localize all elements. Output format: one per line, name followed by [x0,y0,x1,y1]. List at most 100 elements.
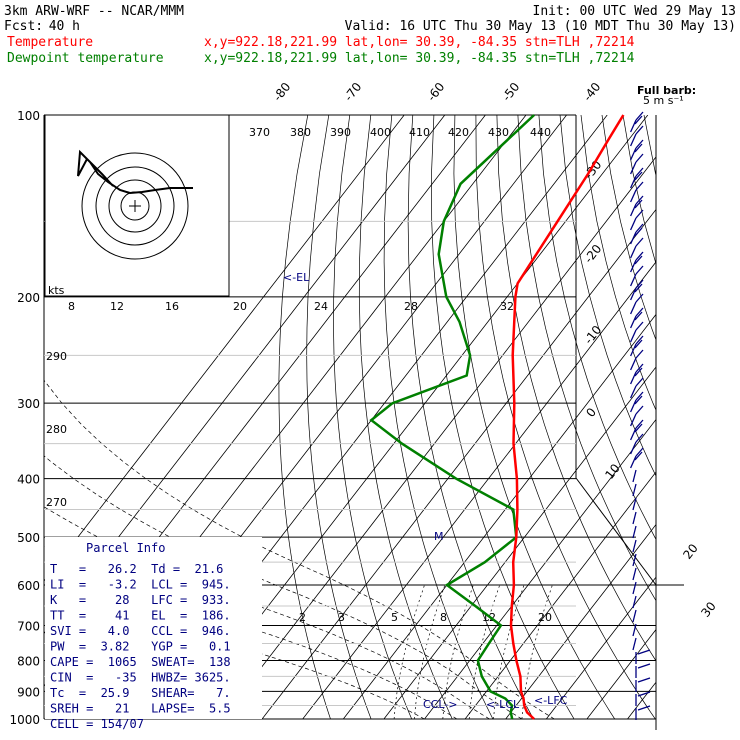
dry-adiabat [453,115,616,719]
dry-adiabat [538,115,656,541]
lcl-marker: <-LCL [486,698,520,711]
isotherm [423,418,656,719]
isotherm-label: -80 [270,80,293,104]
wind-barb-flag [635,195,644,205]
mixing-ratio-label: 8 [440,611,447,624]
dry-adiabat [496,115,656,662]
isotherm [545,576,656,719]
parcel-row: CELL = 154/07 [50,717,144,731]
wind-barb [630,217,637,231]
dry-adiabat [517,115,656,602]
isotherm-label: -50 [499,80,522,104]
parcel-row: CAPE = 1065 SWEAT= 138 [50,655,231,669]
wind-barb-flag [635,293,644,303]
isotherm [505,523,656,719]
theta-label: 410 [409,126,430,139]
wind-barb [630,273,637,287]
dry-adiabat [707,115,740,732]
theta-label: 430 [488,126,509,139]
wind-barb-flag [635,433,644,443]
wind-barb [630,231,637,245]
wind-barb-flag [635,223,644,233]
isotherm-label: -40 [580,80,603,104]
parcel-row: SREH = 21 LAPSE= 5.5 [50,702,231,716]
dry-adiabat [278,115,331,719]
barb-legend-1: Full barb: [637,84,696,97]
wind-barbs [630,111,651,720]
wind-barb-flag [635,321,644,331]
pressure-label-500: 500 [17,531,40,545]
hodograph-trace [77,149,193,195]
parcel-row: Tc = 25.9 SHEAR= 7. [50,686,231,700]
wind-barb-flag [637,705,651,711]
speed-label: 12 [110,300,124,313]
wind-barb [632,623,637,637]
model-title: 3km ARW-WRF -- NCAR/MMM [4,4,184,19]
isotherm [658,115,740,732]
wind-barb-flag [635,405,644,415]
isotherm [626,681,656,719]
dry-adiabat [306,115,372,719]
wind-barb-flag [637,663,651,669]
theta-e-label: 290 [46,350,67,363]
isotherm [261,208,656,719]
wind-barb [632,539,637,553]
dry-adiabat [686,115,740,732]
wind-barb-flag [634,255,643,265]
wind-barb-flag [635,153,644,163]
wind-barb-flag [634,115,643,125]
dry-adiabat [383,115,494,719]
parcel-info-title: Parcel Info [86,541,165,555]
speed-label: 24 [314,300,328,313]
wind-barb-flag [635,209,644,219]
dry-adiabat [728,115,740,732]
wind-barb [630,357,637,371]
wind-barb-flag [635,335,644,345]
pressure-label-400: 400 [17,473,40,487]
mixing-ratio-label: 2 [299,611,306,624]
isotherm-label: 20 [680,541,700,562]
isotherm [383,366,656,719]
wind-barb-flag [635,377,644,387]
dewpoint-legend: Dewpoint temperature [7,51,164,66]
hodograph [44,114,230,297]
wind-barb-flag [635,181,644,191]
wind-barb [630,399,637,413]
wind-barb [630,161,637,175]
wind-barb [630,455,637,469]
wind-barb [630,343,637,357]
wind-barb-flag [634,227,643,237]
pressure-label-1000: 1000 [9,713,40,727]
wind-barb-flag [637,677,651,683]
speed-label: 32 [500,300,514,313]
wind-barb-flag [635,391,644,401]
speed-label: 16 [165,300,179,313]
dry-adiabat [665,115,740,732]
forecast-label: Fcst: [4,19,43,34]
wind-barb-flag [635,349,644,359]
wind-barb-flag [634,367,643,377]
hodograph-ring-2 [108,179,162,233]
m-marker: M [434,530,444,543]
wind-barb [632,469,637,483]
wind-barb [630,147,637,161]
isotherm-label: -60 [424,80,447,104]
wind-barb-flag [635,125,644,135]
parcel-info-bg [45,537,262,719]
theta-label: 440 [530,126,551,139]
wind-barb [630,441,637,455]
wind-barb-flag [634,451,643,461]
parcel-row: K = 28 LFC = 933. [50,593,231,607]
wind-barb [632,497,637,511]
temperature-location: x,y=922.18,221.99 lat,lon= 30.39, -84.35… [204,35,635,50]
isotherm-labels: 2 3 5 8 12 20-80 -70 -60 -50 -40-30-20-1001020303… [46,80,719,624]
wind-barb [630,119,637,133]
isotherm-label: 30 [698,599,718,620]
wind-barb [632,511,637,525]
wind-barb-flag [635,167,644,177]
pressure-label-200: 200 [17,291,40,305]
parcel-row: LI = -3.2 LCL = 945. [50,578,231,592]
theta-e-label: 270 [46,496,67,509]
temperature-trace [509,114,625,720]
